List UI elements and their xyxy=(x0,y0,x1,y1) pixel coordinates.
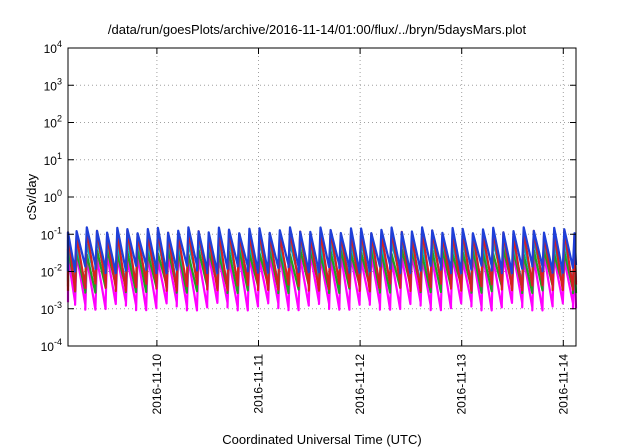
y-tick-label: 10-4 xyxy=(41,337,62,354)
y-tick-label: 102 xyxy=(44,114,62,131)
y-tick-label: 101 xyxy=(44,151,62,168)
series-group xyxy=(66,226,578,312)
y-tick-label: 104 xyxy=(44,39,62,56)
y-tick-label: 10-1 xyxy=(41,225,62,242)
x-axis: 2016-11-10 2016-11-11 2016-11-12 2016-11-13… xyxy=(150,48,570,415)
y-axis-label: cSv/day xyxy=(24,173,39,220)
y-tick-label: 10-2 xyxy=(41,263,62,280)
y-tick-label: 100 xyxy=(44,188,62,205)
x-tick-label: 2016-11-11 xyxy=(252,354,266,414)
y-axis: 10-4 10-3 10-2 10-1 100 101 102 103 104 xyxy=(41,39,576,354)
chart-title: /data/run/goesPlots/archive/2016-11-14/0… xyxy=(108,22,527,37)
x-tick-label: 2016-11-14 xyxy=(556,354,570,415)
series-line xyxy=(66,226,578,275)
x-tick-label: 2016-11-13 xyxy=(455,354,469,415)
x-tick-label: 2016-11-12 xyxy=(353,354,367,415)
y-tick-label: 10-3 xyxy=(41,300,62,317)
x-tick-label: 2016-11-10 xyxy=(150,354,164,415)
y-tick-label: 103 xyxy=(44,76,62,93)
x-axis-label: Coordinated Universal Time (UTC) xyxy=(222,432,421,447)
